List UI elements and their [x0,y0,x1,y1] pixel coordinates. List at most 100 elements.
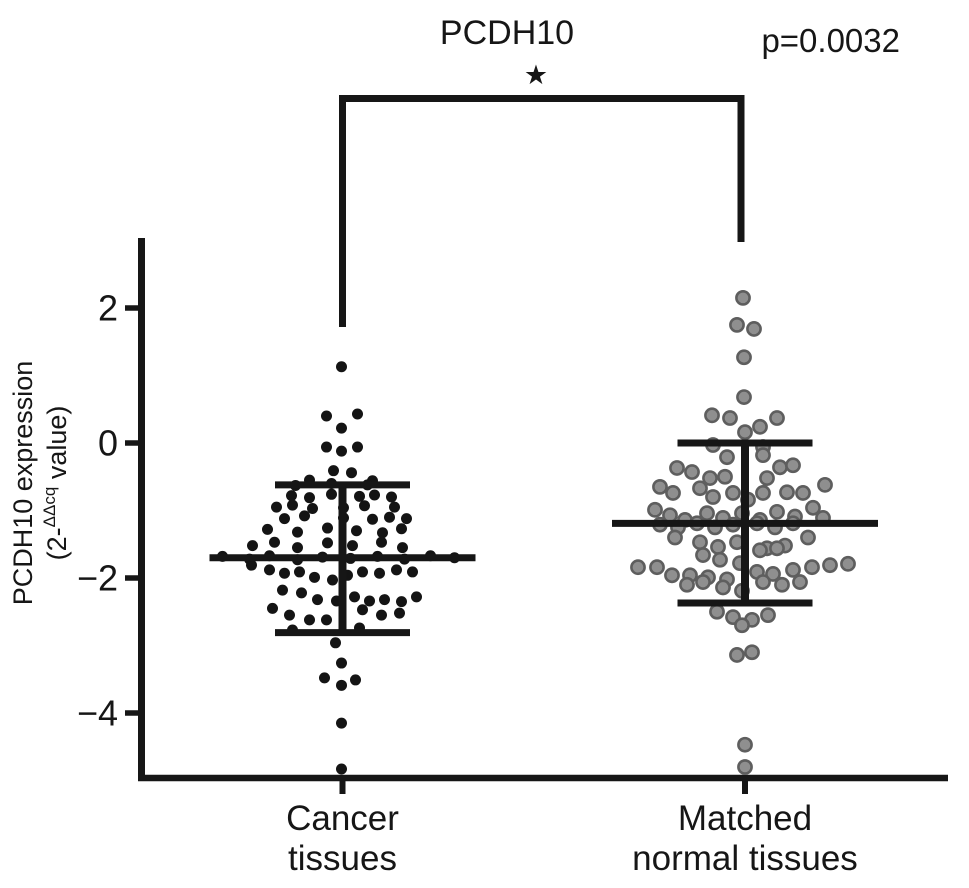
data-point [267,602,278,614]
data-point [346,467,357,479]
y-axis-tick-label: −2 [77,558,118,599]
data-point [822,557,838,574]
data-point [734,617,750,634]
data-point [351,525,362,537]
data-point [630,559,646,576]
data-point [769,410,785,426]
data-point [352,408,363,420]
data-point [394,607,405,619]
data-point [649,559,665,576]
data-point [755,574,771,590]
data-point [319,672,330,684]
significance-bracket [339,95,745,327]
data-point [284,609,295,621]
data-point [407,566,418,578]
data-point [330,637,341,649]
y-axis-tick-label: 0 [98,423,118,464]
data-point [779,484,795,501]
data-point [699,505,715,522]
data-point [304,614,315,626]
data-point [336,717,347,729]
data-point [709,603,725,620]
data-point [304,492,315,504]
data-point [262,523,273,535]
data-point [647,501,663,518]
data-point [785,457,801,474]
data-point [411,591,422,603]
data-point [376,609,387,621]
data-point [264,564,275,576]
data-point [715,579,731,596]
x-category-label: Cancer [286,799,399,838]
data-point [322,522,333,534]
data-point [710,539,726,555]
data-point [746,321,762,337]
data-point [705,489,721,505]
data-point [397,542,408,554]
data-point [287,499,298,511]
data-point [327,574,338,586]
data-point [396,596,407,608]
data-point [336,679,347,691]
data-point [735,289,751,306]
data-point [328,465,339,477]
data-point [389,501,400,513]
significance-star-icon: ★ [524,60,548,90]
data-point [752,418,768,435]
data-point [279,513,290,525]
data-point [760,607,776,624]
data-point [712,551,728,568]
data-point [299,510,310,522]
data-point [795,485,811,501]
data-point [352,441,363,453]
data-point [279,567,290,579]
data-point [667,529,683,546]
data-point [364,595,375,607]
data-point [665,485,681,501]
data-point [357,604,368,616]
data-point [336,422,347,434]
data-point [336,657,347,669]
y-axis-label-line1: PCDH10 expression [8,361,38,606]
data-point [247,540,258,552]
data-point [322,537,333,549]
data-point [695,547,711,563]
data-point [376,536,387,548]
data-point [772,459,788,476]
data-point [702,470,718,486]
data-point [336,361,347,373]
data-point [349,591,360,603]
data-point [367,513,378,525]
data-point [386,491,397,503]
data-point [312,594,323,606]
data-point [664,567,680,584]
data-point [277,584,288,596]
data-point [269,536,280,548]
data-point [354,490,365,502]
data-point [369,489,380,501]
data-point [769,540,785,557]
data-point [357,566,368,578]
data-point [294,566,305,578]
data-point [736,389,752,405]
data-point [736,349,752,366]
data-point [271,501,282,513]
data-point [307,502,318,514]
data-point [695,574,711,590]
y-axis-label-superscript: ΔΔcq [40,487,59,528]
data-point [384,511,395,523]
data-point [774,576,790,593]
y-axis-label-base: (2- [42,527,72,560]
data-point [704,407,720,424]
data-point [321,441,332,453]
data-point [752,542,768,559]
data-point [692,534,708,551]
data-point [737,759,753,775]
data-point [769,503,785,520]
data-point [377,527,388,539]
data-point [309,571,320,583]
y-axis-label-line2: (2-ΔΔcq value) [40,406,72,561]
